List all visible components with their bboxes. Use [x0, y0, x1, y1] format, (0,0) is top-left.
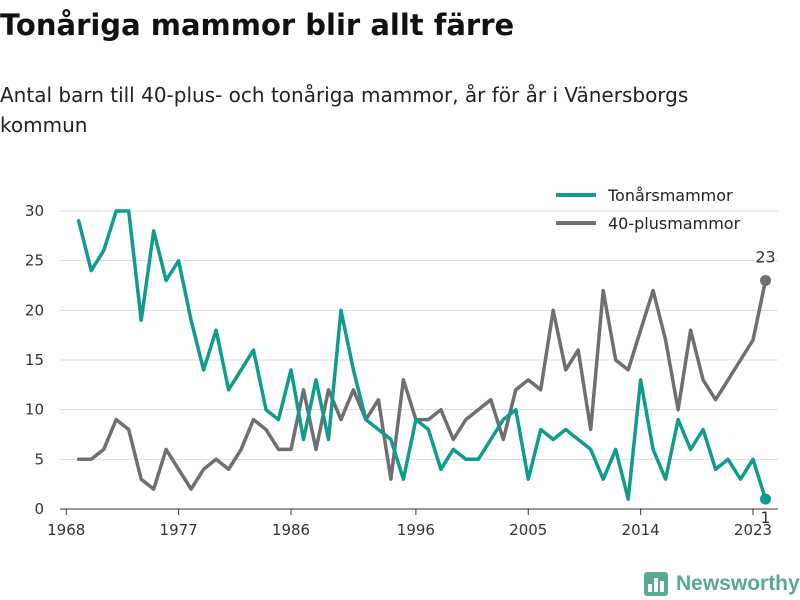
legend-label-40-plusmammor: 40-plusmammor [608, 214, 741, 233]
series-line-ton-rsmammor [76, 209, 768, 501]
x-tick-label-2014: 2014 [622, 521, 660, 539]
brand-logo: Newsworthy [644, 568, 800, 600]
end-point-ton-rsmammor [760, 493, 772, 505]
x-tick-label-1996: 1996 [397, 521, 435, 539]
y-tick-label-30: 30 [25, 202, 44, 220]
x-tick-label-1986: 1986 [272, 521, 310, 539]
x-tick-label-2005: 2005 [509, 521, 547, 539]
y-tick-label-5: 5 [34, 450, 44, 468]
end-label-40-plusmammor: 23 [755, 248, 775, 267]
end-label-ton-rsmammor: 1 [760, 508, 770, 527]
y-tick-label-0: 0 [34, 500, 44, 518]
series-line-40-plusmammor [76, 278, 768, 491]
series-lines: 1 23 [76, 209, 776, 527]
axes: 0 5 10 15 20 25 30 1968 1977 1986 1996 2005 2014 2023 [25, 202, 778, 539]
brand-name: Newsworthy [676, 572, 800, 595]
y-tick-label-20: 20 [25, 301, 44, 319]
bar-chart-logo-icon [644, 572, 668, 596]
y-tick-label-15: 15 [25, 351, 44, 369]
legend: Tonårsmammor 40-plusmammor [556, 186, 741, 233]
y-tick-label-25: 25 [25, 252, 44, 270]
y-tick-label-10: 10 [25, 401, 44, 419]
chart-subtitle: Antal barn till 40-plus- och tonåriga ma… [0, 83, 689, 137]
end-point-40-plusmammor [760, 275, 772, 287]
x-tick-label-1968: 1968 [47, 521, 85, 539]
x-tick-label-1977: 1977 [160, 521, 198, 539]
chart-title: Tonåriga mammor blir allt färre [0, 8, 515, 42]
x-tick-label-2023: 2023 [734, 521, 772, 539]
legend-label-ton-rsmammor: Tonårsmammor [607, 186, 733, 205]
